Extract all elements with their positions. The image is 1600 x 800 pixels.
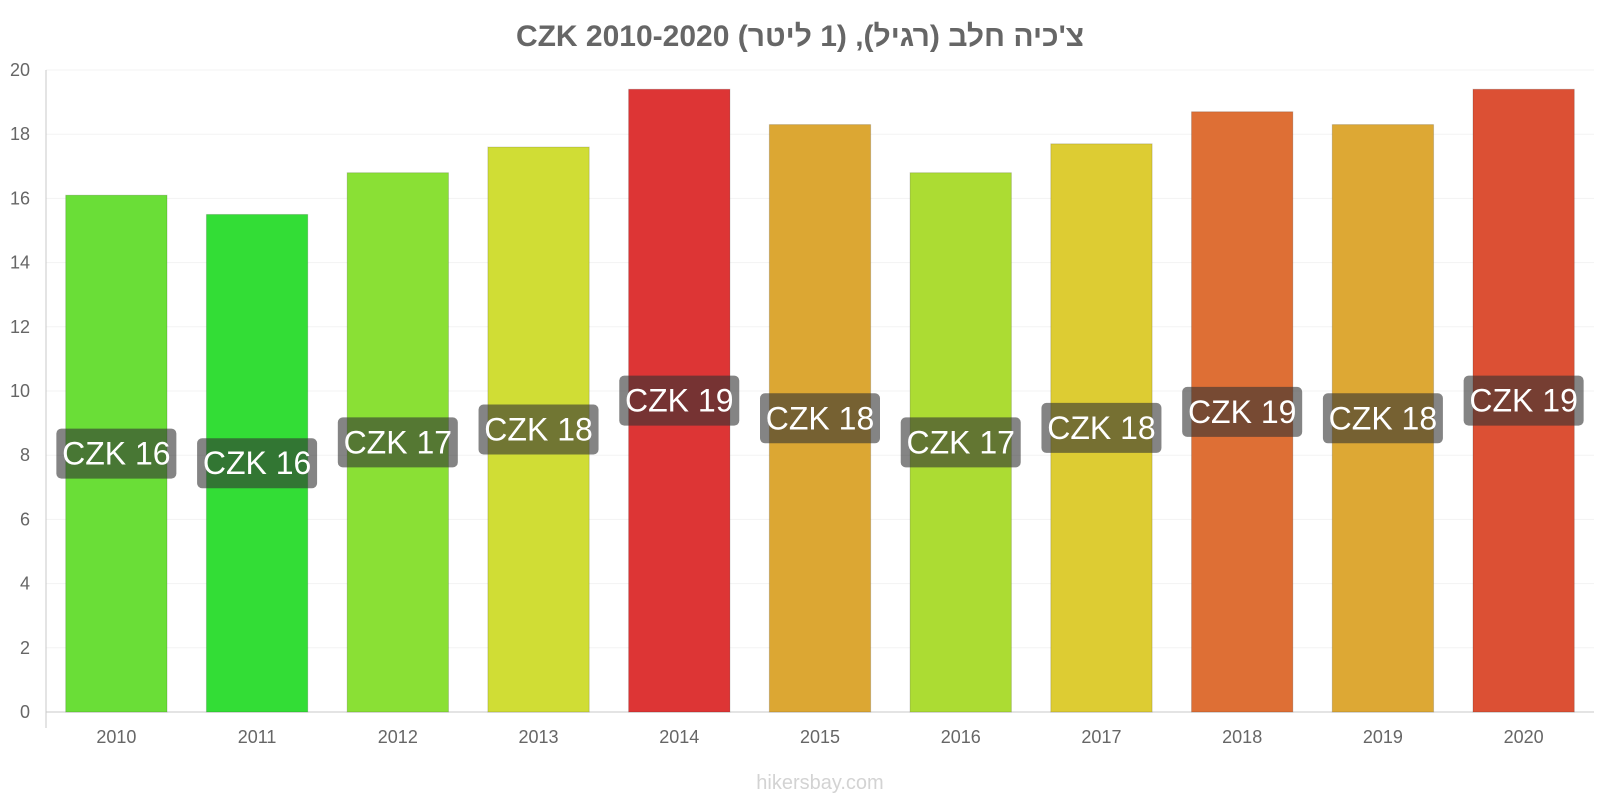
x-tick-label: 2016 (941, 727, 981, 747)
value-label-box (900, 417, 1021, 468)
value-label-box (337, 417, 458, 468)
value-label: CZK 19 (1188, 394, 1296, 430)
y-tick-label: 8 (20, 445, 30, 465)
watermark-text: hikersbay.com (756, 772, 883, 794)
y-tick-label: 16 (10, 188, 30, 208)
value-label-box (478, 404, 599, 455)
y-tick-label: 6 (20, 509, 30, 529)
value-label: CZK 16 (62, 436, 170, 472)
chart-title: צ'כיה חלב (רגיל), (1 ליטר) CZK 2010-2020 (516, 20, 1084, 53)
x-tick-label: 2015 (800, 727, 840, 747)
value-label: CZK 18 (484, 412, 592, 448)
value-label-box (1322, 393, 1443, 444)
x-tick-label: 2020 (1504, 727, 1544, 747)
value-label: CZK 17 (344, 424, 452, 460)
x-tick-label: 2018 (1222, 727, 1262, 747)
value-label: CZK 18 (1047, 410, 1155, 446)
value-label: CZK 17 (906, 424, 1014, 460)
value-label: CZK 18 (766, 400, 874, 436)
value-label-box (197, 438, 318, 489)
value-label: CZK 19 (625, 383, 733, 419)
x-tick-label: 2011 (238, 727, 277, 747)
x-tick-label: 2014 (659, 727, 699, 747)
y-tick-label: 0 (20, 702, 30, 722)
y-tick-label: 4 (20, 574, 30, 594)
value-label-box (760, 393, 880, 444)
x-tick-label: 2019 (1363, 727, 1403, 747)
y-tick-label: 18 (10, 124, 30, 144)
value-label: CZK 19 (1469, 383, 1577, 419)
y-tick-label: 20 (10, 60, 30, 80)
value-label: CZK 16 (203, 445, 311, 481)
value-label-box (1463, 375, 1584, 426)
value-label-box (1041, 402, 1162, 453)
value-labels: CZK 16 CZK 16 CZK 17 CZK 18 CZK 19 CZK 18 CZK … (56, 375, 1584, 489)
x-tick-label: 2010 (96, 727, 136, 747)
x-tick-label: 2017 (1081, 727, 1121, 747)
y-tick-label: 10 (10, 381, 30, 401)
x-tick-label: 2012 (378, 727, 418, 747)
tick-labels: 0 2 4 6 8 10 12 14 16 18 20 2010 2011 2012 2013 2014 201… (10, 60, 1544, 747)
y-tick-label: 12 (10, 317, 30, 337)
value-label-box (1182, 386, 1303, 437)
value-label: CZK 18 (1329, 400, 1437, 436)
value-label-box (619, 375, 740, 426)
x-tick-label: 2013 (519, 727, 559, 747)
y-tick-label: 2 (20, 638, 30, 658)
value-label-box (56, 428, 177, 479)
y-tick-label: 14 (10, 253, 30, 273)
